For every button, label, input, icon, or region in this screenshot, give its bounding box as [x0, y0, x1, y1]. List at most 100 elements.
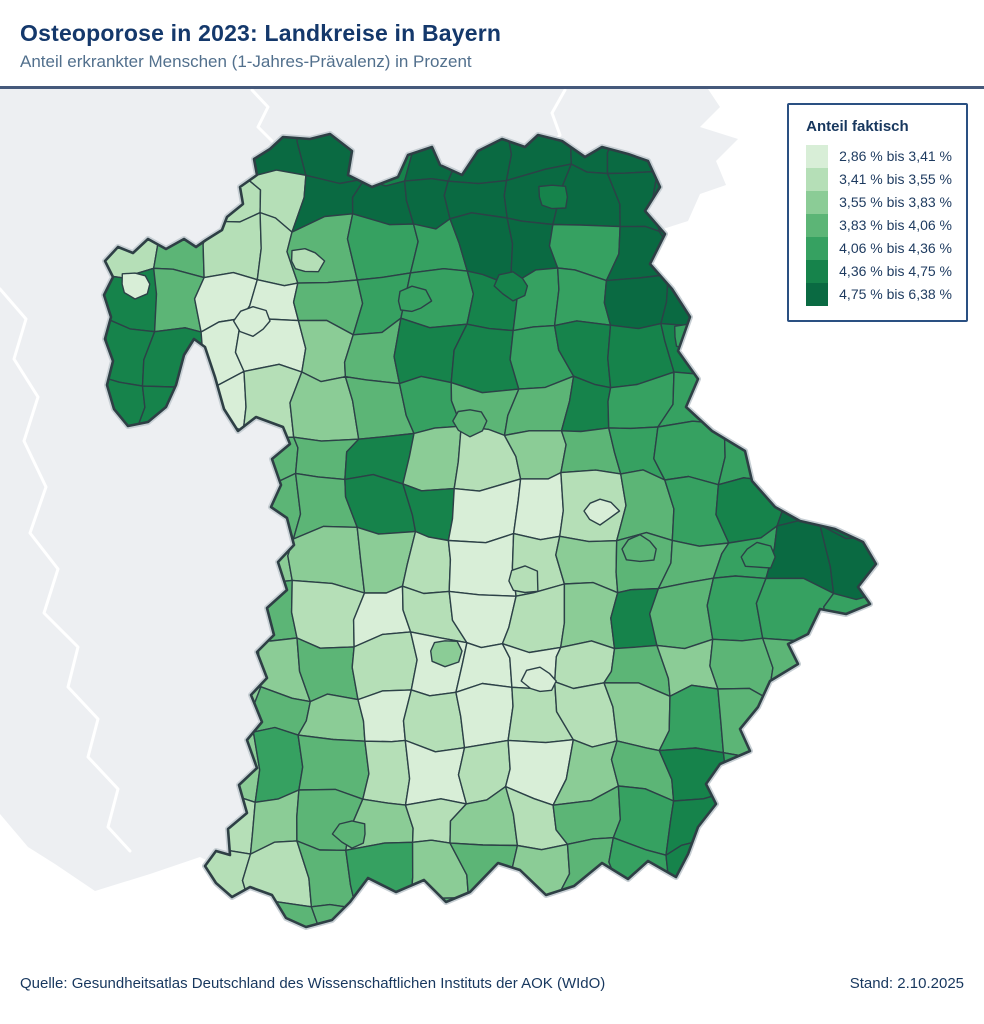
legend-class-row: 3,83 % bis 4,06 % [806, 214, 952, 237]
district-shape[interactable] [771, 428, 819, 494]
district-shape[interactable] [813, 428, 879, 494]
district-shape[interactable] [560, 581, 619, 650]
district-shape[interactable] [357, 689, 412, 743]
bavaria-outline [102, 132, 878, 929]
district-shape[interactable] [871, 476, 933, 542]
legend-class-label: 3,83 % bis 4,06 % [839, 217, 952, 233]
district-shape[interactable] [721, 889, 777, 948]
district-shape[interactable] [714, 325, 782, 383]
district-shape[interactable] [246, 901, 320, 947]
district-shape[interactable] [817, 316, 879, 388]
district-shape[interactable] [665, 790, 730, 856]
district-shape[interactable] [871, 736, 937, 793]
district-shape[interactable] [362, 739, 411, 806]
city-enclave-shape[interactable] [740, 541, 776, 569]
legend-class-row: 2,86 % bis 3,41 % [806, 145, 952, 168]
legend-class-row: 4,75 % bis 6,38 % [806, 283, 952, 306]
district-shape[interactable] [871, 686, 926, 753]
district-shape[interactable] [450, 323, 520, 394]
district-shape[interactable] [817, 378, 879, 436]
district-shape[interactable] [765, 732, 820, 800]
city-enclave-shape[interactable] [397, 285, 433, 313]
district-shape[interactable] [877, 371, 932, 434]
district-shape[interactable] [812, 836, 885, 907]
district-shape[interactable] [607, 887, 677, 947]
district-shape[interactable] [875, 788, 937, 858]
district-shape[interactable] [717, 217, 778, 286]
legend-swatch [806, 283, 829, 306]
city-enclave-shape[interactable] [538, 184, 569, 210]
source-note: Quelle: Gesundheitsatlas Deutschland des… [20, 975, 606, 992]
legend-swatch [806, 214, 829, 237]
district-shape[interactable] [817, 788, 878, 850]
legend-class-label: 4,75 % bis 6,38 % [839, 286, 952, 302]
legend-title: Anteil faktisch [806, 118, 909, 135]
district-shape[interactable] [765, 788, 825, 855]
district-shape[interactable] [500, 898, 571, 947]
district-shape[interactable] [199, 898, 257, 947]
district-shape[interactable] [767, 687, 820, 746]
map-area: Anteil faktisch 2,86 % bis 3,41 % 3,41 % … [0, 89, 984, 947]
district-shape[interactable] [86, 889, 157, 947]
header: Osteoporose in 2023: Landkreise in Bayer… [0, 0, 984, 89]
district-shape[interactable] [708, 837, 780, 905]
legend-class-label: 4,06 % bis 4,36 % [839, 240, 952, 256]
district-shape[interactable] [664, 898, 731, 947]
page-title: Osteoporose in 2023: Landkreise in Bayer… [20, 20, 502, 46]
city-enclave-shape[interactable] [452, 409, 488, 438]
district-shape[interactable] [717, 371, 780, 433]
district-shape[interactable] [814, 686, 880, 739]
district-shape[interactable] [555, 887, 621, 947]
city-enclave-shape[interactable] [520, 666, 557, 693]
city-enclave-shape[interactable] [290, 248, 326, 273]
district-shape[interactable] [871, 536, 933, 597]
district-shape[interactable] [346, 213, 419, 281]
district-shape[interactable] [875, 900, 929, 947]
city-enclave-shape[interactable] [430, 640, 463, 668]
district-shape[interactable] [345, 841, 414, 914]
city-enclave-shape[interactable] [508, 565, 539, 594]
legend-class-label: 2,86 % bis 3,41 % [839, 148, 952, 164]
district-shape[interactable] [447, 532, 517, 597]
district-shape[interactable] [603, 273, 669, 330]
district-shape[interactable] [649, 577, 715, 650]
district-shape[interactable] [141, 889, 210, 947]
legend-class-label: 3,55 % bis 3,83 % [839, 194, 952, 210]
district-shape[interactable] [714, 272, 782, 337]
district-shape[interactable] [467, 891, 521, 947]
city-enclave-shape[interactable] [493, 271, 529, 302]
district-shape[interactable] [770, 889, 821, 948]
district-shape[interactable] [875, 840, 923, 910]
city-enclave-shape[interactable] [121, 272, 151, 300]
district-shape[interactable] [865, 634, 928, 700]
legend-swatch [806, 191, 829, 214]
city-enclave-shape[interactable] [331, 820, 366, 849]
city-enclave-shape[interactable] [232, 306, 271, 337]
district-shape[interactable] [812, 900, 884, 947]
district-shape[interactable] [811, 730, 879, 800]
district-shape[interactable] [872, 317, 937, 388]
district-shape[interactable] [771, 370, 835, 434]
district-shape[interactable] [717, 423, 781, 486]
district-shape[interactable] [455, 682, 514, 749]
district-shape[interactable] [777, 320, 835, 381]
legend-class-row: 4,06 % bis 4,36 % [806, 237, 952, 260]
map-legend: Anteil faktisch 2,86 % bis 3,41 % 3,41 % … [787, 103, 968, 322]
city-enclave-shape[interactable] [583, 498, 621, 526]
city-enclave-shape[interactable] [621, 534, 657, 563]
legend-class-row: 3,41 % bis 3,55 % [806, 168, 952, 191]
legend-swatch [806, 260, 829, 283]
district-shape[interactable] [814, 632, 878, 695]
district-shape[interactable] [708, 790, 780, 855]
legend-class-label: 4,36 % bis 4,75 % [839, 263, 952, 279]
district-shape[interactable] [872, 425, 929, 491]
district-shape[interactable] [396, 897, 475, 947]
district-shape[interactable] [350, 907, 411, 946]
legend-swatch [806, 145, 829, 168]
district-shape[interactable] [770, 845, 825, 907]
district-shape[interactable] [512, 471, 564, 541]
footer: Quelle: Gesundheitsatlas Deutschland des… [0, 947, 984, 992]
district-shape[interactable] [865, 586, 931, 642]
legend-class-row: 3,55 % bis 3,83 % [806, 191, 952, 214]
legend-swatch [806, 237, 829, 260]
